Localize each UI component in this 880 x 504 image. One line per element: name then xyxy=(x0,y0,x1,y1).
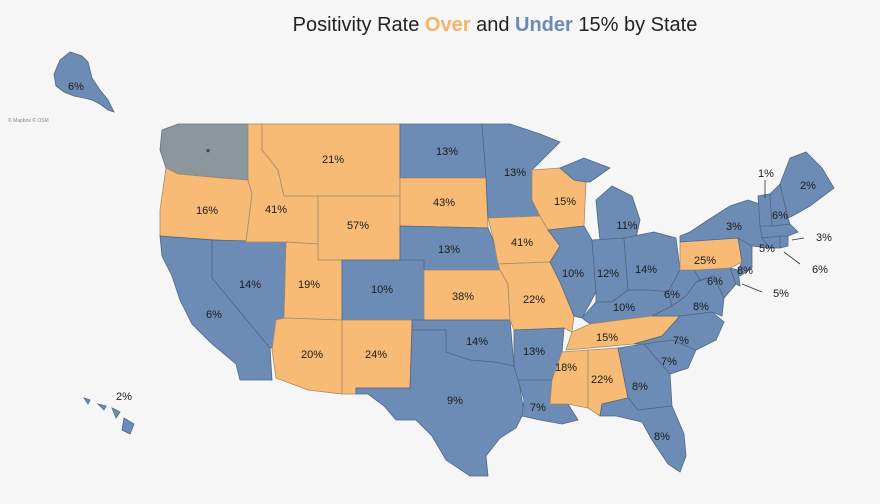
label-AZ: 20% xyxy=(301,349,323,361)
leader-DE xyxy=(741,283,763,293)
state-AK[interactable] xyxy=(53,51,115,113)
state-OH[interactable] xyxy=(623,231,681,293)
label-DE: 5% xyxy=(773,288,789,300)
label-NY: 3% xyxy=(726,221,742,233)
label-MA: 5% xyxy=(759,243,775,255)
label-KS: 38% xyxy=(452,291,474,303)
title-middle: and xyxy=(476,14,510,36)
label-ID: 41% xyxy=(265,204,287,216)
label-WI: 15% xyxy=(554,196,576,208)
label-VA: 8% xyxy=(693,301,709,313)
label-TX: 9% xyxy=(447,395,463,407)
label-OH: 14% xyxy=(635,264,657,276)
state-RI[interactable] xyxy=(779,235,789,249)
leader-CT xyxy=(783,251,801,265)
label-NC: 7% xyxy=(673,335,689,347)
label-NJ: 8% xyxy=(737,265,753,277)
state-FL[interactable] xyxy=(599,397,687,473)
label-ND: 13% xyxy=(436,146,458,158)
title-over: Over xyxy=(424,14,471,36)
label-IN: 12% xyxy=(597,268,619,280)
label-NV: 14% xyxy=(239,279,261,291)
chart-title: Positivity Rate Over and Under 15% by St… xyxy=(0,14,880,37)
label-MI: 11% xyxy=(616,220,637,232)
label-CO: 10% xyxy=(371,284,393,296)
label-MD: 6% xyxy=(707,276,723,288)
label-WA: * xyxy=(206,147,211,159)
label-NM: 24% xyxy=(365,349,387,361)
label-TN: 15% xyxy=(596,332,618,344)
label-GA: 8% xyxy=(632,381,648,393)
label-IA: 41% xyxy=(511,237,533,249)
label-MS: 18% xyxy=(555,362,577,374)
label-FL: 8% xyxy=(654,431,670,443)
label-OR: 16% xyxy=(196,205,218,217)
label-CT: 6% xyxy=(812,264,828,276)
title-under: Under xyxy=(515,14,573,36)
label-SC: 7% xyxy=(661,356,677,368)
label-WY: 57% xyxy=(347,220,369,232)
label-HI: 2% xyxy=(116,391,132,403)
label-SD: 43% xyxy=(433,197,455,209)
state-IL[interactable] xyxy=(547,225,597,319)
map-credit: © Mapbox © OSM xyxy=(8,118,49,124)
label-ME: 2% xyxy=(800,180,816,192)
label-LA: 7% xyxy=(530,402,546,414)
state-ME[interactable] xyxy=(779,151,835,219)
label-IL: 10% xyxy=(562,268,584,280)
title-suffix: 15% by State xyxy=(578,14,698,36)
label-OK: 14% xyxy=(466,336,488,348)
label-NE: 13% xyxy=(438,244,460,256)
state-TX[interactable] xyxy=(355,329,525,477)
label-KY: 10% xyxy=(613,302,635,314)
label-AR: 13% xyxy=(523,346,545,358)
label-RI: 3% xyxy=(816,232,832,244)
label-WV: 6% xyxy=(664,289,680,301)
label-MO: 22% xyxy=(523,294,545,306)
title-prefix: Positivity Rate xyxy=(292,14,420,36)
state-DE[interactable] xyxy=(729,267,741,287)
label-MN: 13% xyxy=(504,167,526,179)
label-UT: 19% xyxy=(298,279,320,291)
state-MI[interactable] xyxy=(559,157,641,241)
label-NH: 6% xyxy=(772,210,788,222)
label-PA: 25% xyxy=(694,255,716,267)
label-MT: 21% xyxy=(322,154,344,166)
label-AL: 22% xyxy=(591,374,613,386)
label-VT: 1% xyxy=(758,168,774,180)
state-HI[interactable] xyxy=(83,397,135,435)
label-AK: 6% xyxy=(68,81,84,93)
leader-RI xyxy=(791,237,805,241)
state-NH[interactable] xyxy=(769,183,791,227)
label-CA: 6% xyxy=(206,309,222,321)
